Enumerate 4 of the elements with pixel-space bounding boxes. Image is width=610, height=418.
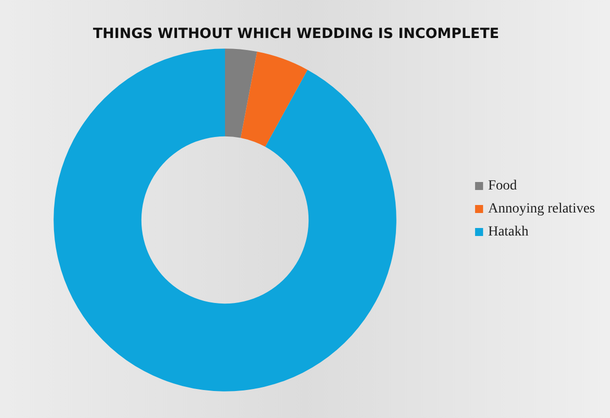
chart-title: THINGS WITHOUT WHICH WEDDING IS INCOMPLETE [93, 26, 500, 42]
legend-label: Hatakh [488, 224, 529, 240]
legend-label: Annoying relatives [488, 202, 595, 216]
legend-label: Food [488, 178, 517, 194]
